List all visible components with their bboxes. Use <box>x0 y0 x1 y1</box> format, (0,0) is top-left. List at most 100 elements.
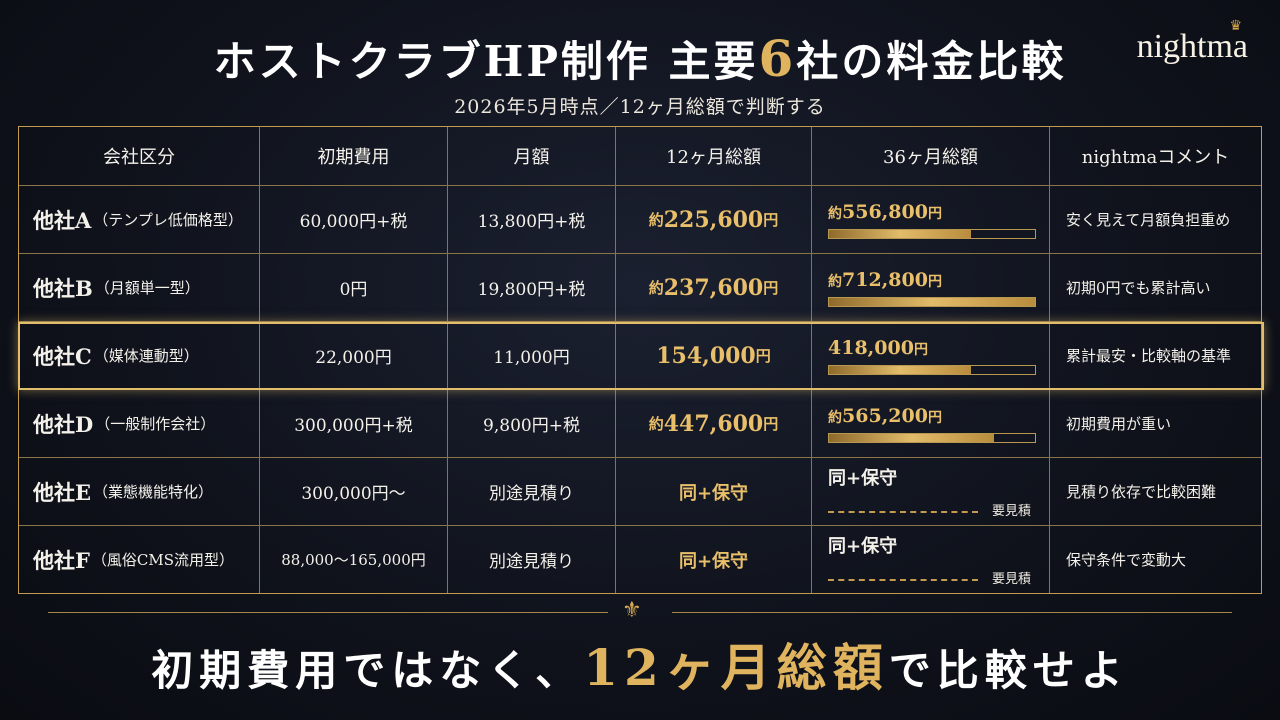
footer-message: 初期費用ではなく、12ヶ月総額で比較せよ <box>0 628 1280 700</box>
brand-logo: nightma ♛ <box>1136 19 1248 66</box>
monthly-cost: 19,800円+税 <box>447 254 615 321</box>
company-name: 他社C <box>33 343 92 369</box>
company-name: 他社B <box>33 275 93 301</box>
total-12m: 同+保守 <box>615 526 811 593</box>
comment: 安く見えて月額負担重め <box>1049 186 1261 253</box>
initial-cost: 0円 <box>259 254 447 321</box>
total-36m: 約565,200円 <box>811 390 1049 457</box>
comment: 累計最安・比較軸の基準 <box>1049 322 1261 389</box>
table-row: 他社F （風俗CMS流用型） 88,000〜165,000円 別途見積り 同+保守… <box>19 525 1261 593</box>
fleur-icon: ⚜ <box>622 598 642 623</box>
estimate-dash-line <box>828 510 978 513</box>
title-post: 社の料金比較 <box>796 37 1067 86</box>
total-36m: 同+保守 要見積 <box>811 458 1049 525</box>
approx-label: 約 <box>648 415 664 433</box>
total-36m-value: 418,000 <box>828 336 914 359</box>
cost-bar <box>828 296 1036 307</box>
initial-cost: 300,000円+税 <box>259 390 447 457</box>
company-type: （月額単一型） <box>94 279 200 297</box>
company-type: （一般制作会社） <box>95 415 216 433</box>
table-header-row: 会社区分 初期費用 月額 12ヶ月総額 36ヶ月総額 nightmaコメント <box>19 127 1261 185</box>
cost-bar-fill <box>829 297 1035 306</box>
header-36m: 36ヶ月総額 <box>811 127 1049 185</box>
footer-post: で比較せよ <box>888 646 1129 695</box>
comment: 保守条件で変動大 <box>1049 526 1261 593</box>
company-name: 他社A <box>33 207 92 233</box>
yen-unit: 円 <box>763 415 779 433</box>
page-title: ホストクラブHP制作 主要6社の料金比較 <box>0 28 1280 89</box>
comment: 初期費用が重い <box>1049 390 1261 457</box>
comment: 初期0円でも累計高い <box>1049 254 1261 321</box>
table-row-highlight: 他社C （媒体連動型） 22,000円 11,000円 154,000 円 418,… <box>19 321 1261 389</box>
total-36m-value: 同+保守 <box>828 468 898 489</box>
title-number: 6 <box>758 29 797 88</box>
company-name: 他社F <box>33 547 90 573</box>
monthly-cost: 9,800円+税 <box>447 390 615 457</box>
yen-unit: 円 <box>927 273 942 290</box>
cost-bar <box>828 228 1036 239</box>
approx-label: 約 <box>648 211 664 229</box>
approx-label: 約 <box>828 409 842 426</box>
yen-unit: 円 <box>927 205 942 222</box>
total-12m-value: 154,000 <box>656 342 756 369</box>
company-type: （業態機能特化） <box>93 483 214 501</box>
initial-cost: 22,000円 <box>259 322 447 389</box>
monthly-cost: 別途見積り <box>447 458 615 525</box>
company-cell: 他社C （媒体連動型） <box>19 322 259 389</box>
header-company: 会社区分 <box>103 147 175 168</box>
company-name: 他社D <box>33 411 94 437</box>
total-36m: 約556,800円 <box>811 186 1049 253</box>
company-type: （テンプレ低価格型） <box>93 211 243 229</box>
total-36m-value: 712,800 <box>842 268 928 291</box>
company-cell: 他社B （月額単一型） <box>19 254 259 321</box>
initial-cost: 88,000〜165,000円 <box>259 526 447 593</box>
initial-cost: 60,000円+税 <box>259 186 447 253</box>
total-12m-value: 225,600 <box>663 206 764 233</box>
total-36m: 同+保守 要見積 <box>811 526 1049 593</box>
company-cell: 他社E （業態機能特化） <box>19 458 259 525</box>
total-12m-value: 237,600 <box>663 274 764 301</box>
table-row: 他社A （テンプレ低価格型） 60,000円+税 13,800円+税 約 225,6… <box>19 185 1261 253</box>
total-12m: 約 237,600 円 <box>615 254 811 321</box>
brand-name: nightma <box>1136 28 1248 65</box>
header-monthly: 月額 <box>447 127 615 185</box>
monthly-cost: 13,800円+税 <box>447 186 615 253</box>
total-12m: 約 225,600 円 <box>615 186 811 253</box>
approx-label: 約 <box>828 205 842 222</box>
company-type: （媒体連動型） <box>93 347 199 365</box>
company-type: （風俗CMS流用型） <box>91 551 235 569</box>
yen-unit: 円 <box>763 211 779 229</box>
table-row: 他社E （業態機能特化） 300,000円〜 別途見積り 同+保守 同+保守 要見… <box>19 457 1261 525</box>
title-pre: ホストクラブHP制作 主要 <box>213 37 759 86</box>
cost-bar-fill <box>829 433 994 442</box>
total-12m: 154,000 円 <box>615 322 811 389</box>
yen-unit: 円 <box>927 409 942 426</box>
table-row: 他社D （一般制作会社） 300,000円+税 9,800円+税 約 447,600… <box>19 389 1261 457</box>
footer-pre: 初期費用ではなく、 <box>151 646 584 695</box>
comment: 見積り依存で比較困難 <box>1049 458 1261 525</box>
total-36m-value: 同+保守 <box>828 536 898 557</box>
company-cell: 他社A （テンプレ低価格型） <box>19 186 259 253</box>
header-comment: nightmaコメント <box>1049 127 1261 185</box>
approx-label: 約 <box>828 273 842 290</box>
crown-icon: ♛ <box>1229 19 1242 34</box>
total-12m: 同+保守 <box>615 458 811 525</box>
monthly-cost: 別途見積り <box>447 526 615 593</box>
yen-unit: 円 <box>913 341 928 358</box>
comparison-table: 会社区分 初期費用 月額 12ヶ月総額 36ヶ月総額 nightmaコメント 他… <box>18 126 1262 594</box>
approx-label: 約 <box>648 279 664 297</box>
total-12m: 約 447,600 円 <box>615 390 811 457</box>
header-12m: 12ヶ月総額 <box>615 127 811 185</box>
yen-unit: 円 <box>763 279 779 297</box>
cost-bar <box>828 364 1036 375</box>
total-36m: 418,000円 <box>811 322 1049 389</box>
company-cell: 他社F （風俗CMS流用型） <box>19 526 259 593</box>
header-initial: 初期費用 <box>259 127 447 185</box>
estimate-dash-line <box>828 578 978 581</box>
cost-bar-fill <box>829 229 972 238</box>
divider-line <box>672 612 1232 613</box>
footer-highlight: 12ヶ月総額 <box>583 638 889 697</box>
yen-unit: 円 <box>755 347 771 365</box>
table-row: 他社B （月額単一型） 0円 19,800円+税 約 237,600 円 約712,8… <box>19 253 1261 321</box>
total-36m-value: 565,200 <box>842 404 928 427</box>
